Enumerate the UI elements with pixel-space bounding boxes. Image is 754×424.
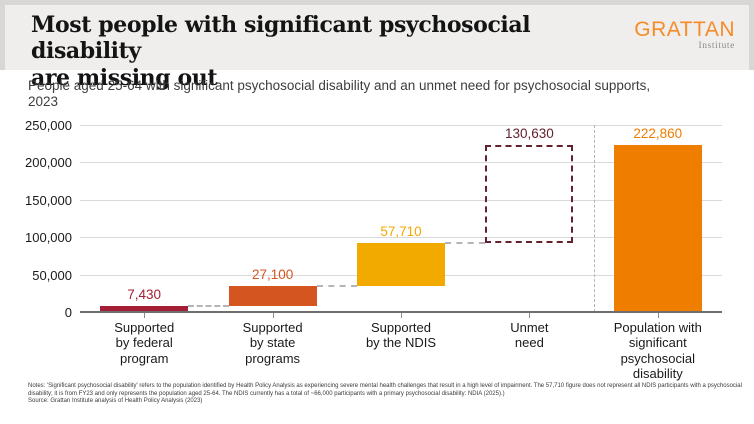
bar-value-label: 222,860 bbox=[633, 126, 683, 142]
chart-subtitle: People aged 25-64 with significant psych… bbox=[28, 78, 651, 110]
x-axis-line bbox=[80, 311, 722, 313]
bar-1 bbox=[100, 306, 189, 312]
grattan-logo-wordmark: GRATTAN bbox=[634, 18, 735, 41]
gridline-150,000 bbox=[80, 199, 722, 201]
bar-4-unmet-need-outline bbox=[485, 145, 574, 243]
chart-notes: Notes: 'Significant psychosocial disabil… bbox=[28, 383, 742, 397]
grattan-logo: GRATTAN Institute bbox=[605, 19, 735, 51]
x-axis-tick bbox=[529, 313, 531, 318]
step-connector-line bbox=[316, 285, 357, 288]
y-axis-tick-label: 50,000 bbox=[32, 267, 72, 283]
bar-3 bbox=[357, 243, 445, 287]
gridline-250,000 bbox=[80, 125, 722, 126]
bar-value-label: 57,710 bbox=[380, 224, 422, 239]
bar-2 bbox=[228, 286, 317, 307]
category-label: Supported by state programs bbox=[242, 320, 303, 366]
y-axis-tick-label: 150,000 bbox=[25, 192, 72, 208]
bar-value-label: 7,430 bbox=[127, 287, 162, 303]
y-axis-tick-label: 0 bbox=[64, 305, 72, 320]
y-axis-tick-label: 100,000 bbox=[25, 230, 72, 246]
x-axis-tick bbox=[144, 313, 146, 318]
bar-value-label: 27,100 bbox=[251, 267, 294, 283]
y-axis-tick-label: 200,000 bbox=[25, 155, 72, 171]
gridline-200,000 bbox=[80, 162, 722, 164]
category-label: Unmet need bbox=[510, 320, 549, 351]
category-label: Population with significant psychosocial… bbox=[613, 320, 702, 381]
chart-headline: Most people with significant psychosocia… bbox=[31, 12, 531, 91]
bar-5 bbox=[613, 145, 702, 312]
y-axis-tick-label: 250,000 bbox=[25, 118, 72, 133]
bar-value-label: 130,630 bbox=[504, 126, 554, 142]
header-band: Most people with significant psychosocia… bbox=[0, 0, 754, 91]
step-connector-line bbox=[445, 242, 486, 244]
gridline-100,000 bbox=[80, 237, 722, 239]
x-axis-tick bbox=[272, 313, 274, 318]
step-connector-line bbox=[188, 305, 229, 308]
chart-source: Source: Grattan Institute analysis of He… bbox=[28, 398, 203, 404]
grattan-logo-institute-text: Institute bbox=[698, 41, 735, 51]
x-axis-tick bbox=[401, 313, 402, 318]
category-label: Supported by federal program bbox=[114, 320, 175, 366]
category-label: Supported by the NDIS bbox=[365, 320, 437, 351]
x-axis-tick bbox=[657, 313, 659, 318]
total-separator-line bbox=[593, 125, 595, 312]
